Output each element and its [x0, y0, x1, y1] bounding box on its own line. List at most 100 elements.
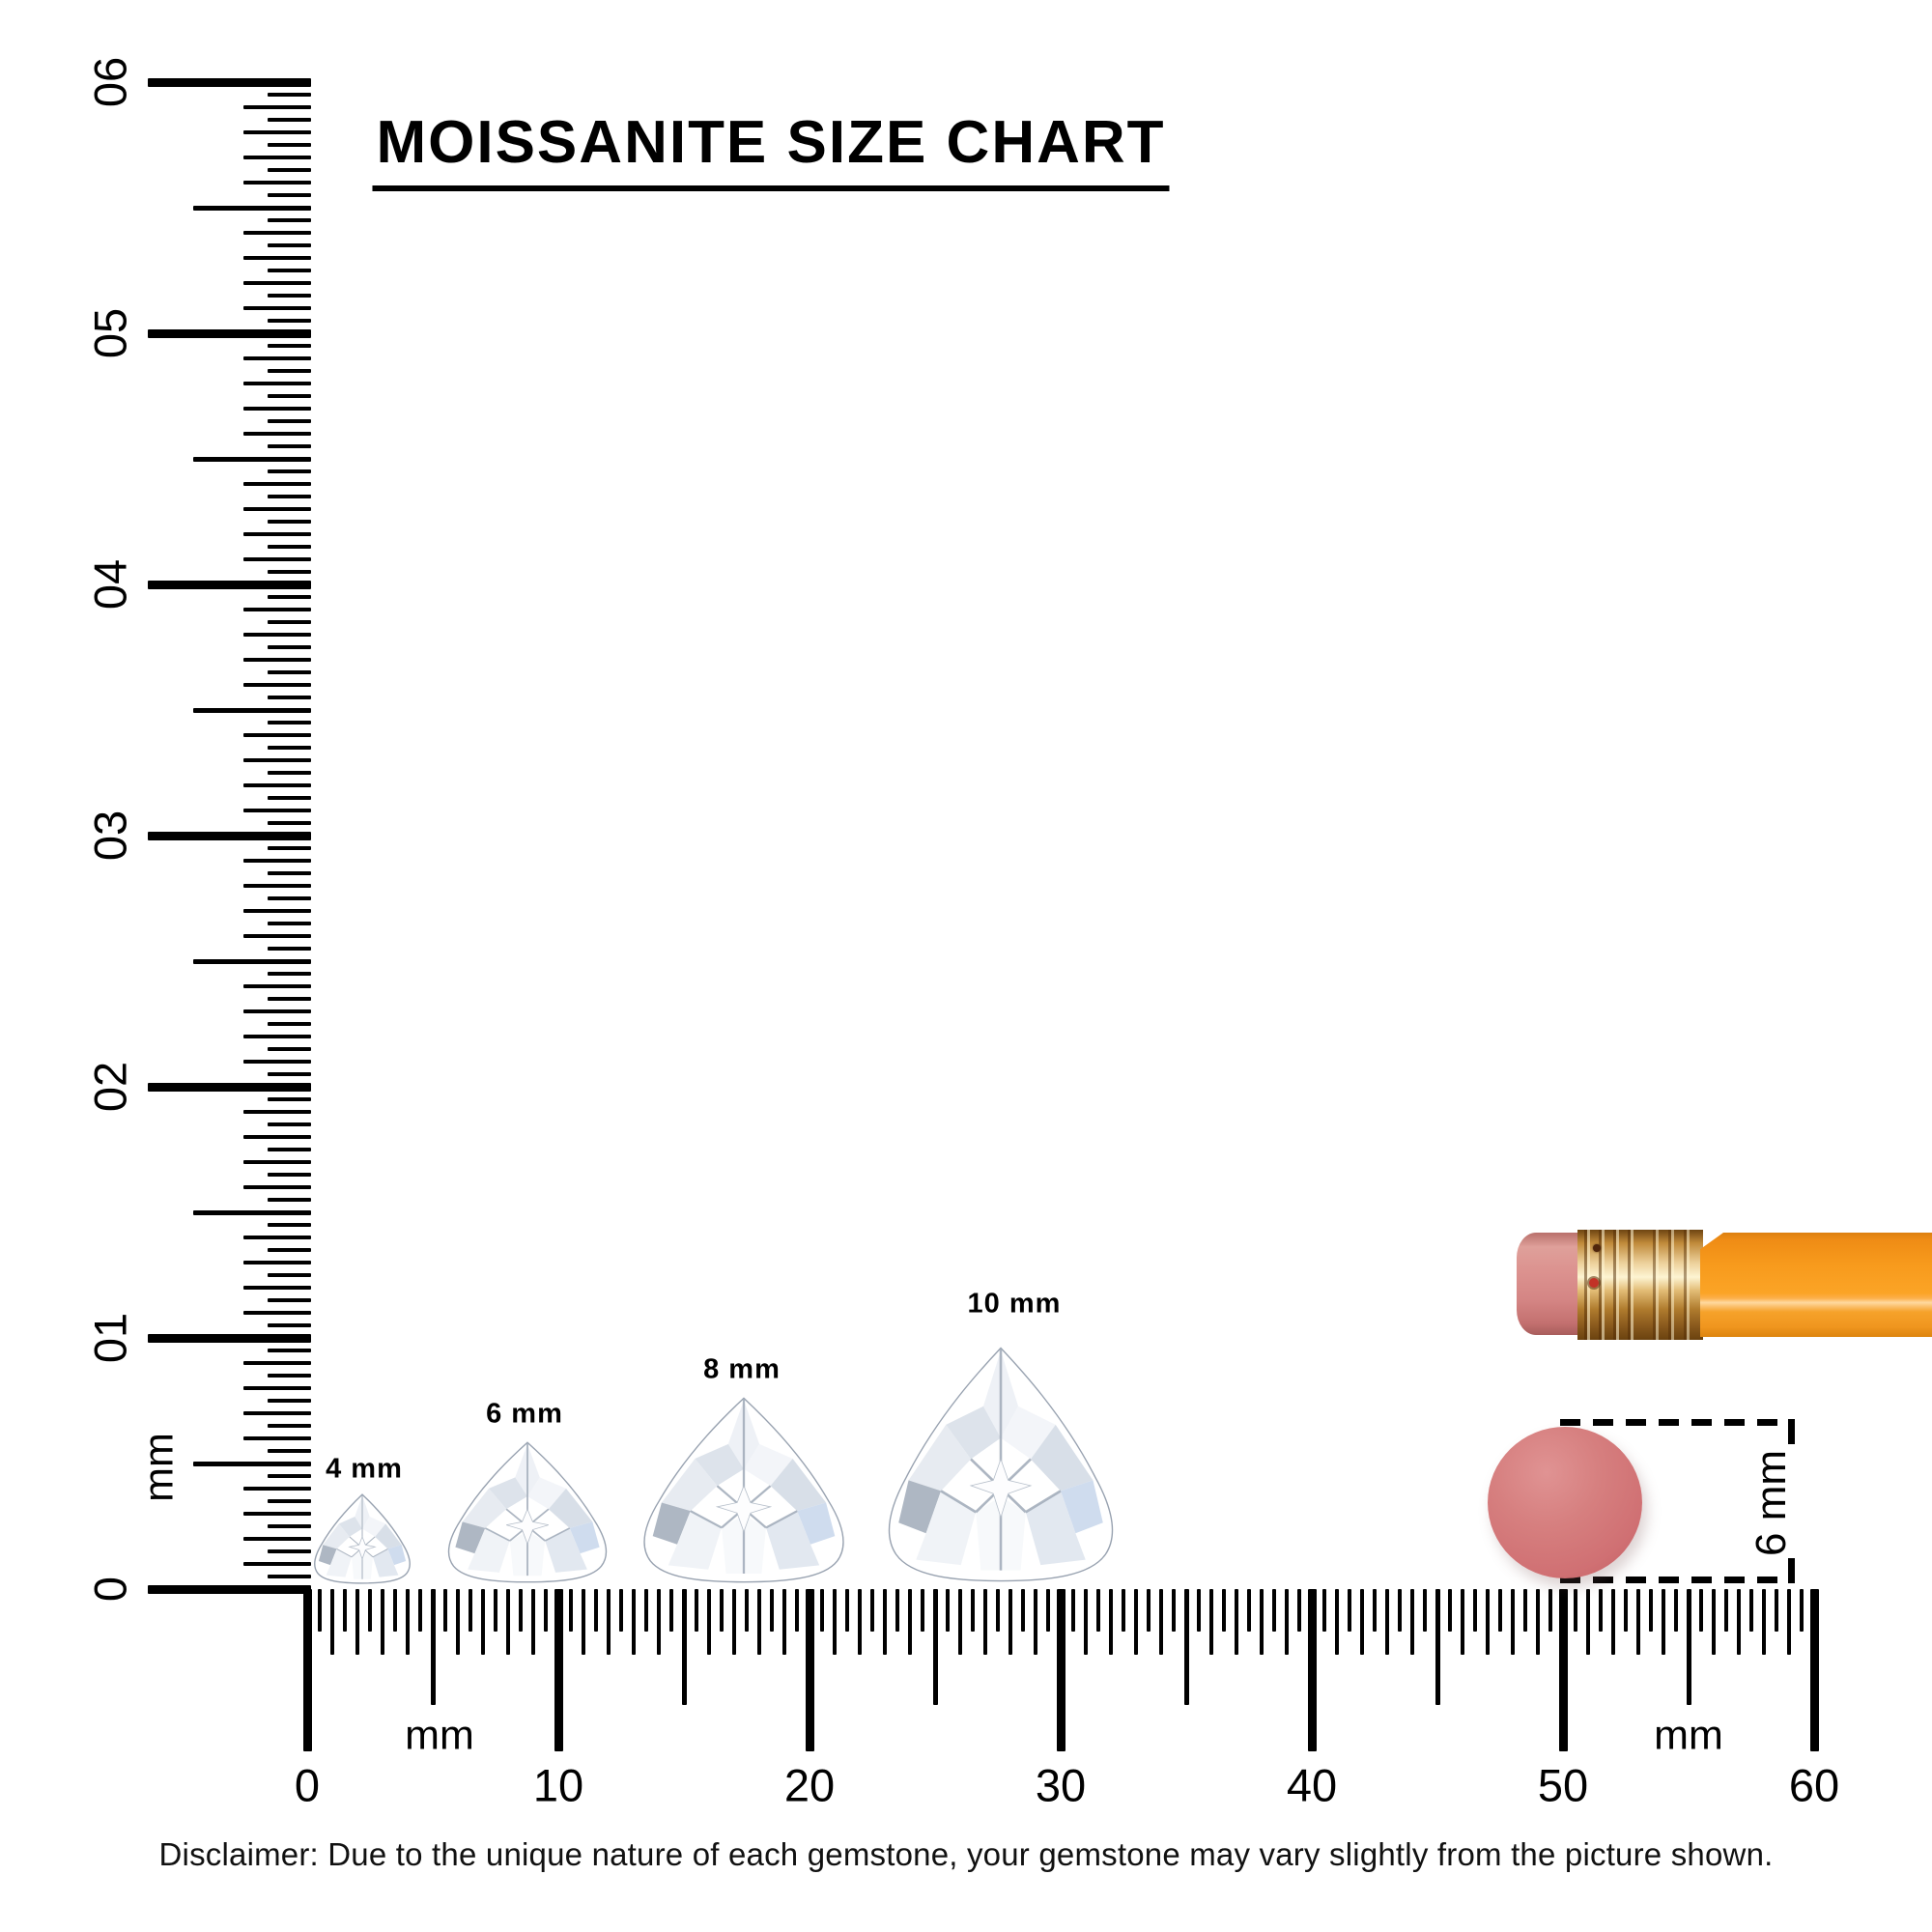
ruler-tick [1021, 1589, 1025, 1632]
ruler-tick [243, 181, 311, 185]
ferrule-rivet-red [1589, 1278, 1599, 1288]
ruler-tick [268, 696, 311, 699]
ruler-tick [732, 1589, 736, 1655]
ruler-tick [243, 105, 311, 109]
ruler-tick [148, 1333, 311, 1343]
ruler-tick [1662, 1589, 1665, 1655]
ruler-tick [1183, 1589, 1189, 1705]
ruler-tick [268, 771, 311, 775]
ruler-tick [268, 193, 311, 197]
ruler-tick [1096, 1589, 1100, 1632]
ruler-tick [243, 809, 311, 812]
horizontal-ruler-number: 0 [294, 1759, 321, 1811]
ruler-tick [330, 1589, 334, 1655]
ruler-tick [148, 77, 311, 87]
ruler-tick [770, 1589, 774, 1632]
ruler-tick [243, 532, 311, 536]
ruler-tick [243, 1361, 311, 1365]
ruler-tick [268, 721, 311, 724]
ruler-tick [1235, 1589, 1238, 1655]
ruler-tick [268, 93, 311, 97]
ruler-tick [243, 608, 311, 611]
ruler-tick [268, 419, 311, 423]
ruler-tick [302, 1589, 312, 1751]
ruler-tick [243, 407, 311, 411]
horizontal-ruler-number: 10 [532, 1759, 584, 1811]
vertical-ruler-number: 06 [84, 56, 136, 108]
ruler-tick [1285, 1589, 1289, 1655]
ruler-tick [268, 1047, 311, 1051]
gem-size-label-8mm: 8 mm [703, 1353, 781, 1385]
ruler-tick [268, 1022, 311, 1026]
ruler-tick [268, 1173, 311, 1177]
horizontal-ruler-number: 40 [1286, 1759, 1338, 1811]
ruler-tick [1599, 1589, 1603, 1632]
ruler-tick [243, 783, 311, 787]
ruler-tick [268, 947, 311, 951]
gem-8mm [633, 1394, 855, 1586]
ruler-tick [1536, 1589, 1540, 1655]
ruler-tick [1134, 1589, 1138, 1655]
ruler-tick [406, 1589, 410, 1655]
ruler-tick [268, 319, 311, 323]
ruler-tick [1498, 1589, 1502, 1632]
ruler-tick [519, 1589, 523, 1632]
ruler-tick [193, 1209, 311, 1215]
ruler-tick [243, 1537, 311, 1541]
ruler-tick [243, 658, 311, 662]
gem-10mm [876, 1343, 1125, 1586]
ruler-tick [1172, 1589, 1176, 1632]
gem-size-label-4mm: 4 mm [326, 1453, 403, 1485]
ruler-tick [148, 831, 311, 840]
ruler-tick [782, 1589, 786, 1655]
ruler-tick [996, 1589, 1000, 1632]
dimension-line-top [1560, 1419, 1795, 1426]
ruler-tick [1686, 1589, 1691, 1705]
ruler-tick [268, 269, 311, 272]
ruler-tick [243, 1110, 311, 1114]
ruler-tick [393, 1589, 397, 1632]
horizontal-ruler-unit-left: mm [405, 1712, 474, 1759]
ruler-tick [243, 557, 311, 561]
ruler-tick [268, 1198, 311, 1202]
ruler-tick [268, 218, 311, 222]
ruler-tick [268, 1549, 311, 1553]
ruler-tick [757, 1589, 761, 1655]
ferrule-ridges [1653, 1230, 1699, 1340]
ruler-tick [268, 1499, 311, 1503]
ruler-tick [669, 1589, 673, 1632]
ruler-tick [544, 1589, 548, 1632]
horizontal-ruler-number: 20 [783, 1759, 836, 1811]
ruler-tick [707, 1589, 711, 1655]
ruler-tick [268, 1072, 311, 1076]
ruler-tick [268, 620, 311, 624]
ruler-tick [355, 1589, 359, 1655]
ruler-tick [1775, 1589, 1778, 1632]
ruler-tick [268, 595, 311, 599]
ruler-tick [1159, 1589, 1163, 1655]
ruler-tick [243, 1160, 311, 1164]
ruler-tick [720, 1589, 724, 1632]
ruler-tick [268, 243, 311, 247]
ruler-tick [148, 328, 311, 338]
ruler-tick [1360, 1589, 1364, 1655]
ruler-tick [1511, 1589, 1515, 1655]
ruler-tick [983, 1589, 987, 1655]
ruler-tick [268, 1524, 311, 1528]
ruler-tick [820, 1589, 824, 1632]
comparison-size-label: 6 mm [1747, 1450, 1795, 1556]
ruler-tick [243, 758, 311, 762]
ruler-tick [268, 495, 311, 498]
ruler-tick [268, 369, 311, 373]
disclaimer-text: Disclaimer: Due to the unique nature of … [158, 1836, 1774, 1872]
page-title: MOISSANITE SIZE CHART [372, 108, 1170, 191]
ruler-tick [908, 1589, 912, 1655]
ruler-tick [243, 356, 311, 360]
ruler-tick [805, 1589, 814, 1751]
ruler-tick [268, 821, 311, 825]
ruler-tick [1486, 1589, 1490, 1655]
ruler-tick [148, 1082, 311, 1092]
ruler-tick [1046, 1589, 1050, 1632]
ruler-tick [268, 796, 311, 800]
